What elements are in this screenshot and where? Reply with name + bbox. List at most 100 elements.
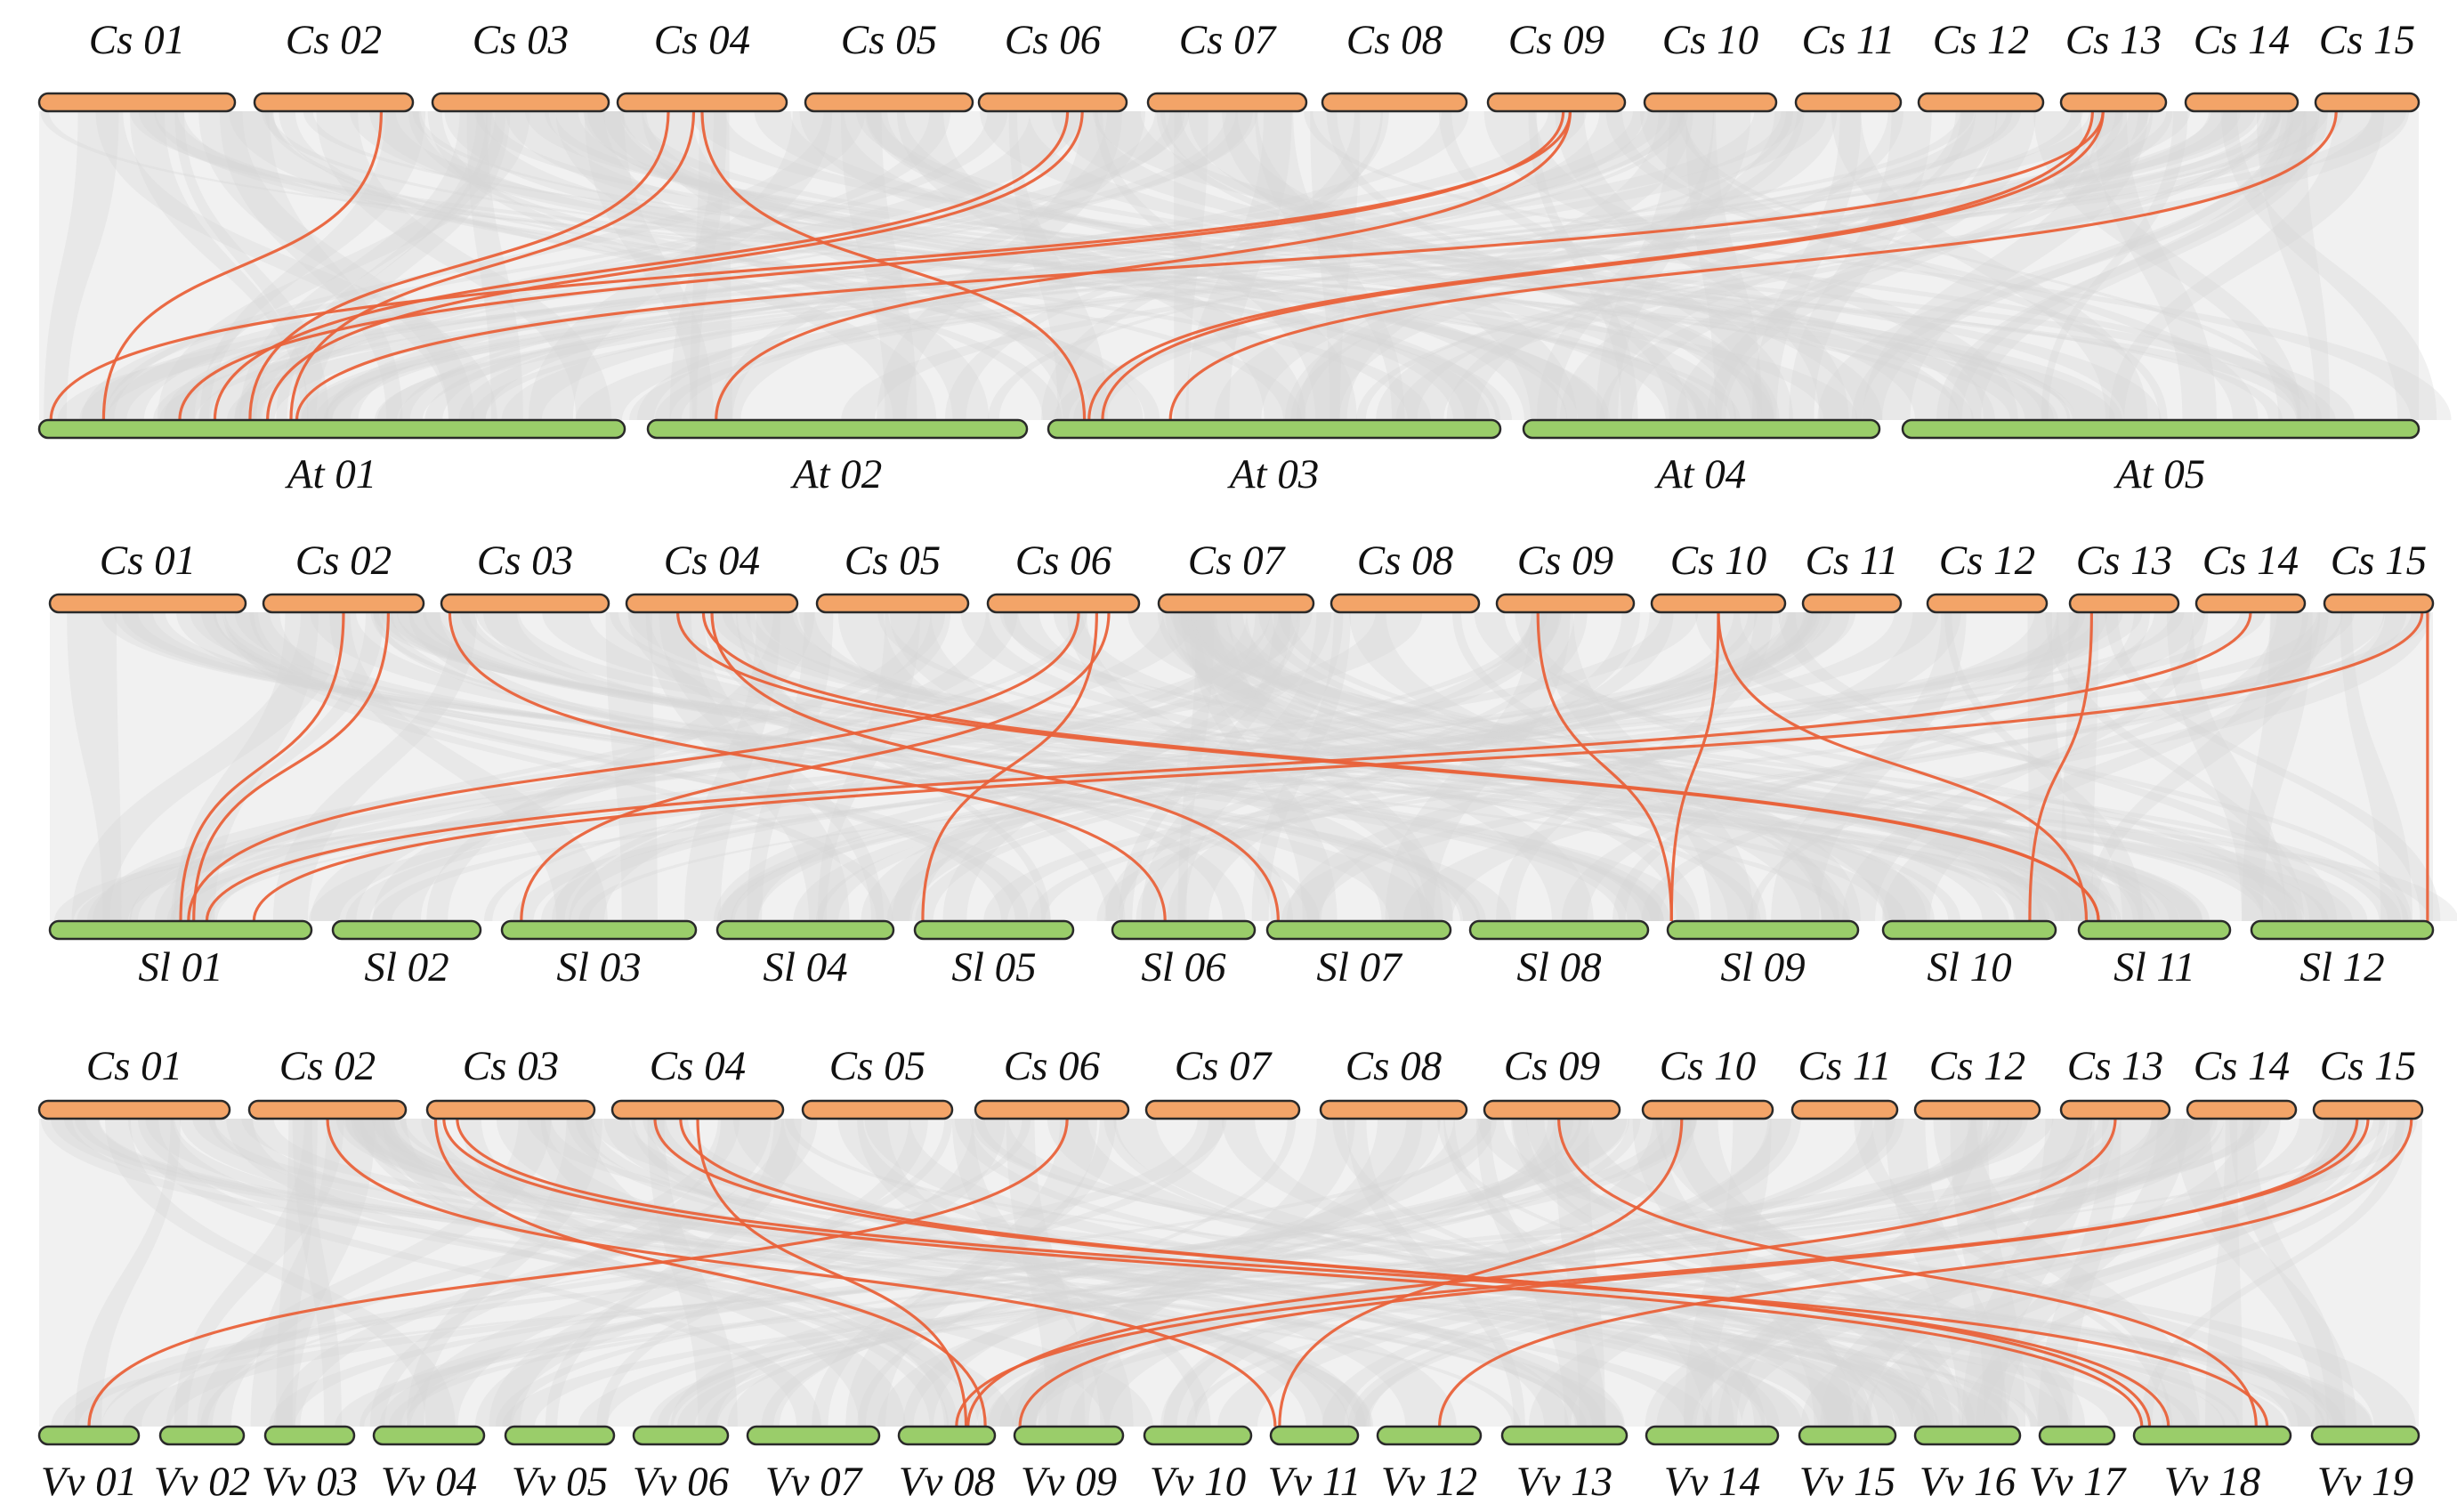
background-ribbon xyxy=(1177,612,1215,921)
background-ribbon xyxy=(377,111,2261,420)
background-ribbon xyxy=(1474,612,2298,921)
background-ribbon xyxy=(1092,111,2323,420)
top-chromosome-bar xyxy=(1330,593,1481,614)
background-ribbon xyxy=(619,111,2054,420)
background-ribbon xyxy=(360,1119,1628,1427)
background-ribbon xyxy=(198,111,474,420)
background-ribbon xyxy=(426,612,815,921)
background-ribbon xyxy=(719,612,1821,921)
background-ribbon xyxy=(841,111,2149,420)
background-ribbon xyxy=(53,612,2266,921)
synteny-link xyxy=(710,611,1280,922)
background-ribbon xyxy=(2242,612,2313,921)
background-ribbon xyxy=(273,1119,818,1427)
top-chromosome-label: Cs 09 xyxy=(1517,538,1613,584)
bottom-chromosome-bar xyxy=(1376,1425,1483,1446)
background-ribbon xyxy=(423,612,1907,921)
background-ribbon xyxy=(1443,1119,1734,1427)
top-chromosome-bar xyxy=(610,1099,785,1120)
background-ribbon xyxy=(1645,1119,2281,1427)
synteny-link xyxy=(1557,1118,2258,1427)
background-ribbon xyxy=(130,111,2058,420)
background-ribbon xyxy=(1296,111,1693,420)
bottom-chromosome-bar xyxy=(1881,919,2057,941)
background-ribbon xyxy=(1003,612,2095,921)
synteny-link xyxy=(1278,1118,1684,1427)
background-ribbon xyxy=(1537,111,1751,420)
background-ribbon xyxy=(444,111,1491,420)
top-chromosome-label: Cs 07 xyxy=(1188,538,1287,584)
top-chromosome-label: Cs 06 xyxy=(1015,538,1112,584)
background-ribbon xyxy=(44,111,119,420)
background-ribbon xyxy=(382,1119,906,1427)
top-chromosome-bar xyxy=(2059,1099,2171,1120)
background-ribbon xyxy=(1885,1119,2008,1427)
background-ribbon xyxy=(81,111,1008,420)
background-ribbon xyxy=(122,1119,2054,1427)
background-ribbon xyxy=(1067,612,1453,921)
background-ribbon xyxy=(251,111,1253,420)
background-ribbon xyxy=(1281,612,2407,921)
background-ribbon xyxy=(1817,111,2318,420)
background-ribbon xyxy=(315,111,2328,420)
background-ribbon xyxy=(137,1119,1153,1427)
background-ribbon xyxy=(1038,1119,1355,1427)
synteny-link xyxy=(1669,611,1720,922)
background-ribbon xyxy=(297,111,2021,420)
synteny-link xyxy=(448,611,1167,922)
background-ribbon xyxy=(40,111,2116,420)
background-ribbon xyxy=(1385,612,1571,921)
chromosome-labels: Cs 01 Cs 02 Cs 03 Cs 04 Cs 05 Cs 06 Cs 07 Cs 08… xyxy=(41,17,2427,1505)
background-ribbon xyxy=(229,111,1160,420)
background-ribbon xyxy=(877,612,2009,921)
background-ribbon xyxy=(470,111,2241,420)
background-ribbon xyxy=(1933,1119,2200,1427)
background-ribbon xyxy=(381,612,2353,921)
background-ribbon xyxy=(301,111,2191,420)
background-ribbon xyxy=(1820,1119,2116,1427)
top-chromosome-label: Cs 14 xyxy=(2194,17,2290,63)
synteny-link xyxy=(456,1118,2269,1427)
background-ribbon xyxy=(647,1119,738,1427)
background-ribbon xyxy=(761,1119,1582,1427)
background-ribbon xyxy=(51,1119,2004,1427)
background-ribbon xyxy=(754,111,2071,420)
chromosome-bars xyxy=(37,92,2435,1446)
background-ribbon xyxy=(1346,1119,1525,1427)
top-chromosome-label: Cs 13 xyxy=(2067,1043,2163,1089)
background-ribbon xyxy=(1196,612,2112,921)
background-ribbon xyxy=(915,612,1814,921)
bottom-chromosome-label: Sl 07 xyxy=(1316,944,1403,990)
background-ribbon xyxy=(541,612,1856,921)
background-ribbon xyxy=(713,612,1562,921)
background-ribbon xyxy=(208,1119,1712,1427)
bottom-chromosome-bar xyxy=(632,1425,730,1446)
synteny-link xyxy=(179,611,345,922)
background-ribbon xyxy=(482,612,1670,921)
background-ribbon xyxy=(727,1119,1641,1427)
top-chromosome-bar xyxy=(977,92,1128,113)
background-ribbon xyxy=(1008,111,1108,420)
background-ribbon xyxy=(1685,111,1763,420)
background-ribbon xyxy=(1452,612,1861,921)
background-ribbon xyxy=(1496,612,1774,921)
background-ribbon xyxy=(213,612,1486,921)
background-ribbon xyxy=(760,612,2122,921)
background-ribbon xyxy=(951,1119,1134,1427)
background-ribbon xyxy=(1356,111,2281,420)
bottom-chromosome-label: Sl 10 xyxy=(1927,944,2011,990)
background-ribbon xyxy=(1160,111,1883,420)
bottom-chromosome-label: At 03 xyxy=(1227,451,1320,497)
background-ribbon xyxy=(190,612,1849,921)
background-ribbon xyxy=(1599,111,2154,420)
background-ribbon xyxy=(249,612,1051,921)
top-chromosome-label: Cs 05 xyxy=(841,17,937,63)
top-chromosome-bar xyxy=(1146,92,1308,113)
background-ribbon xyxy=(857,1119,1211,1427)
background-ribbon xyxy=(222,612,893,921)
top-chromosome-label: Cs 01 xyxy=(89,17,185,63)
background-ribbon xyxy=(1321,1119,2093,1427)
background-ribbon xyxy=(192,1119,2287,1427)
background-ribbon xyxy=(75,1119,2150,1427)
bottom-chromosome-bar xyxy=(37,418,626,440)
